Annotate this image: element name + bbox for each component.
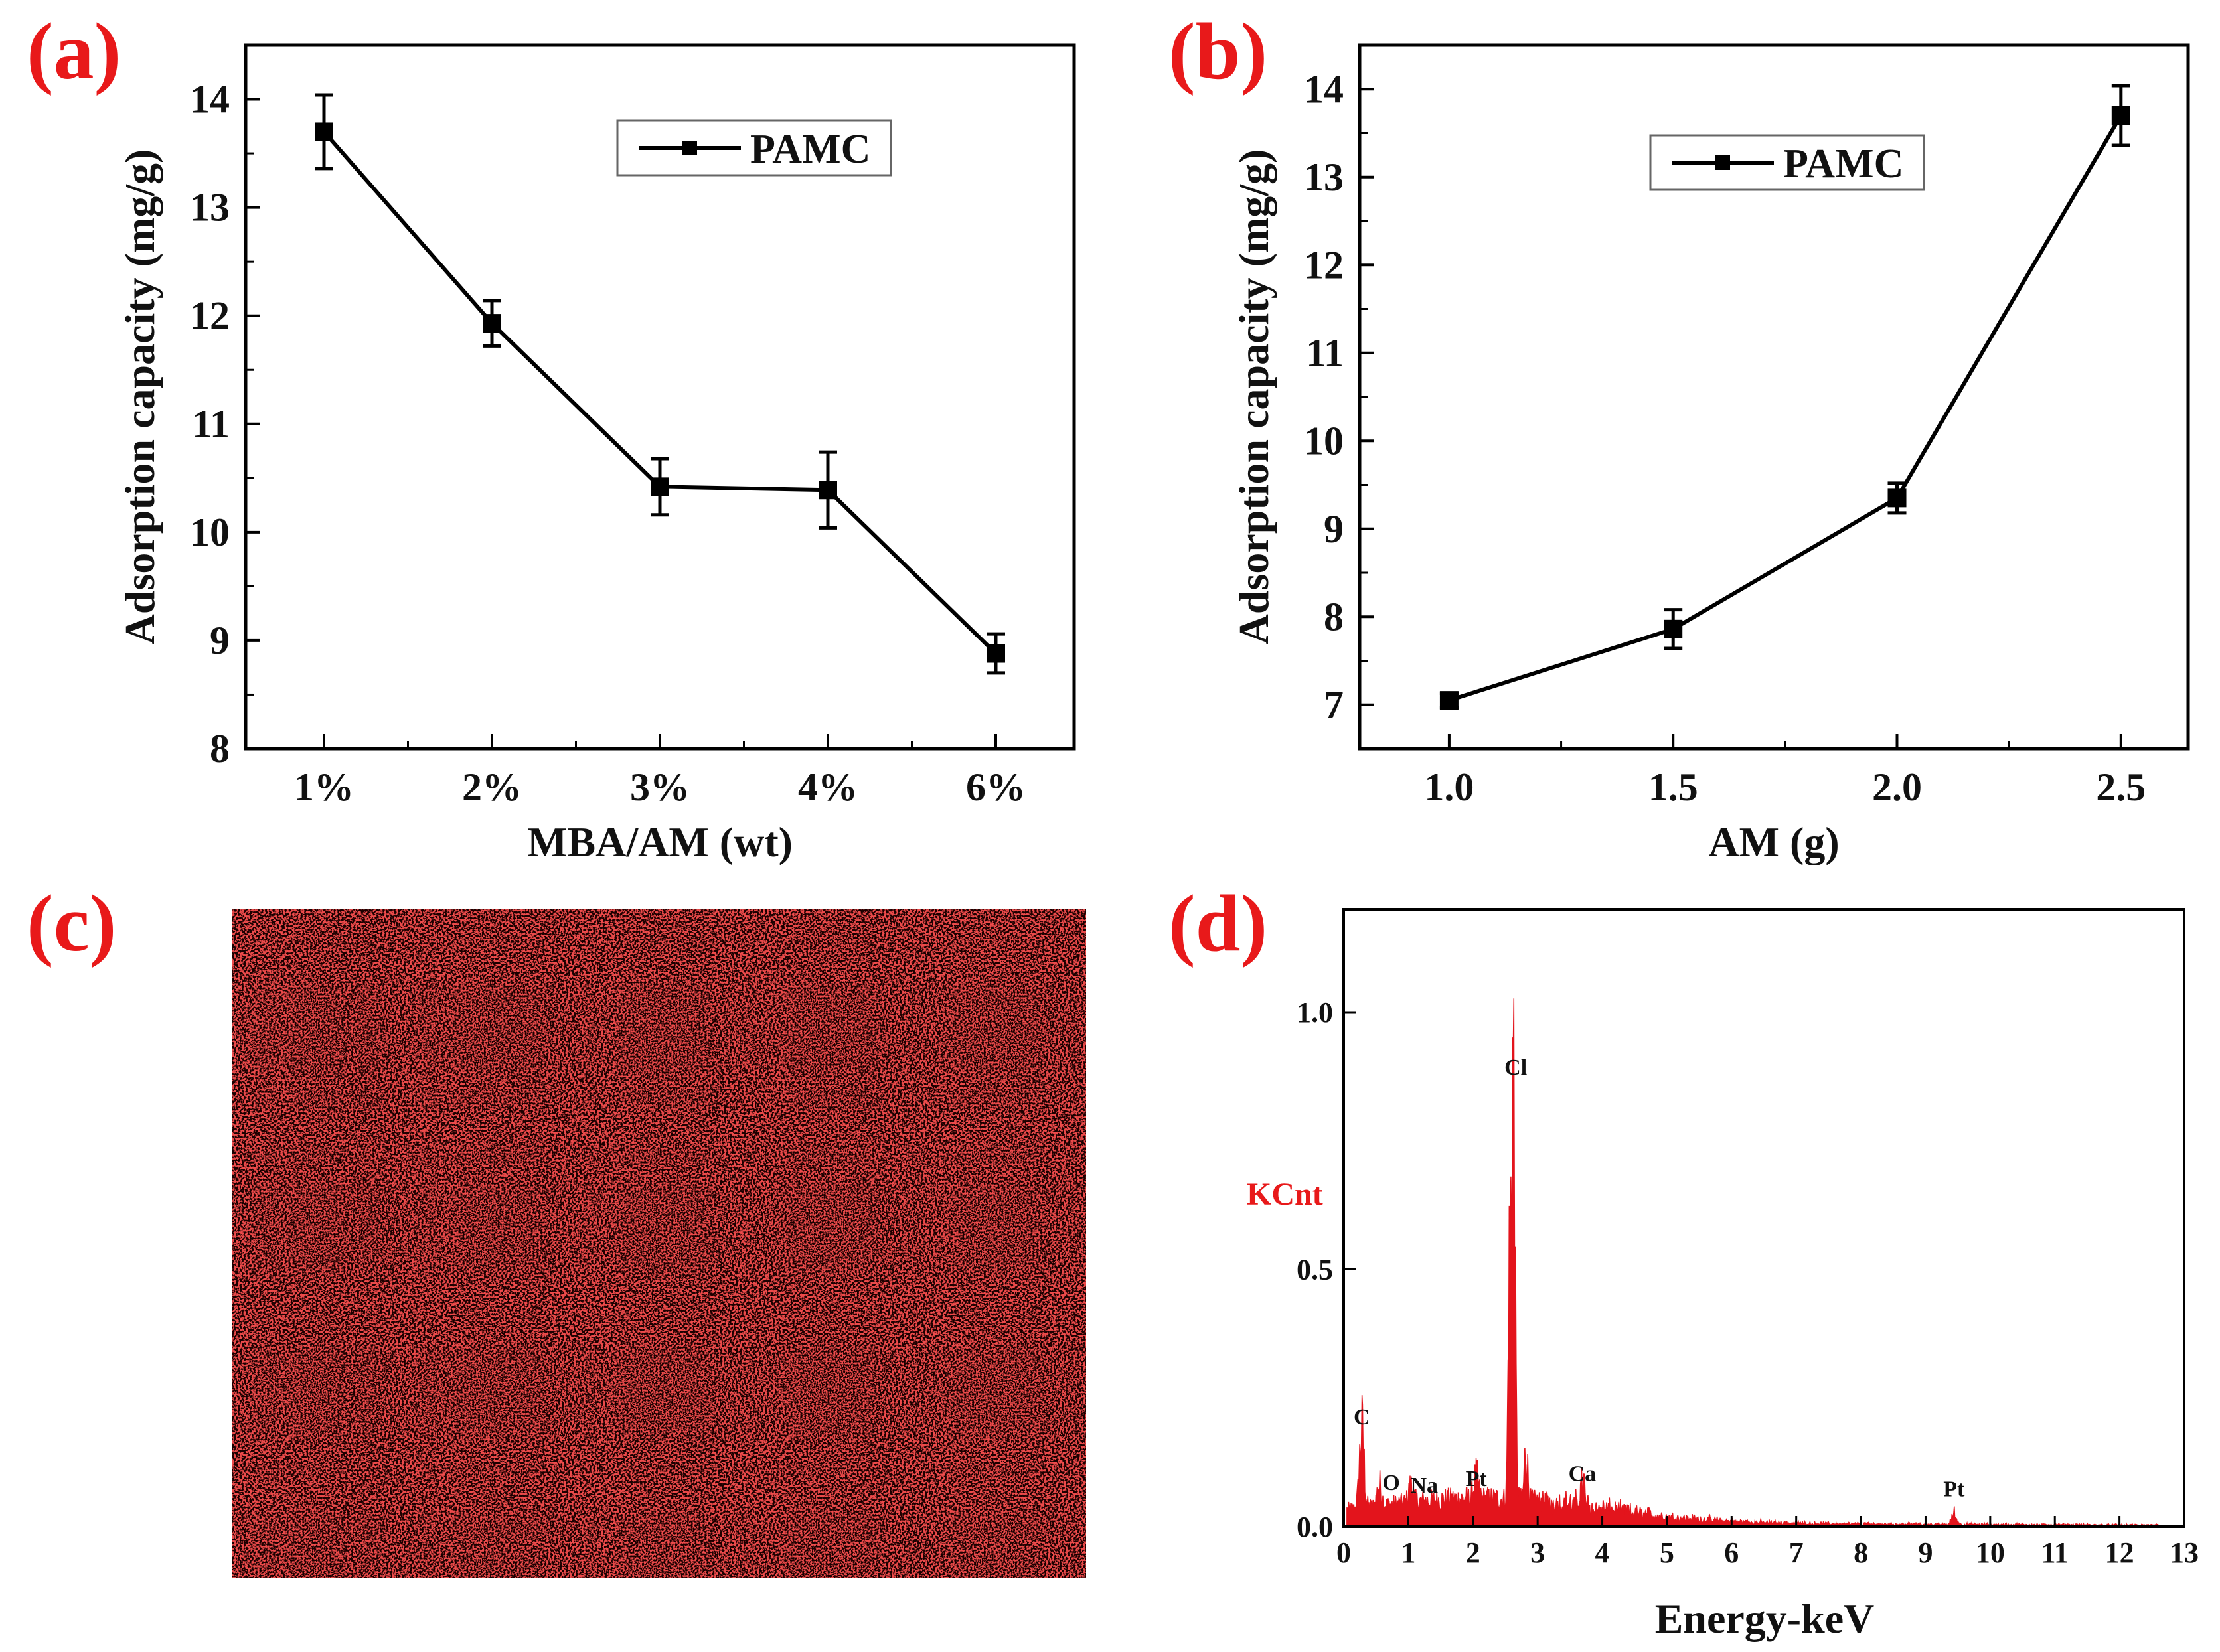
panel-a-label: (a): [27, 7, 121, 96]
d-x-tick-label: 4: [1595, 1537, 1610, 1569]
b-series-line: [1449, 114, 2123, 702]
panel-d-plot: 0.00.51.0 0 1 2 3 4 5 6 7 8 9 10 11 12 13 CO Na PtClCaP…: [1247, 908, 2199, 1642]
d-y-tick-label: 0.0: [1297, 1511, 1333, 1543]
d-peak-label: O: [1382, 1471, 1399, 1495]
a-y-tick-label: 9: [210, 619, 230, 662]
panel-d: (d) 0.00.51.0 0 1 2 3 4 5 6 7 8 9 10 11 12 13 CO Na PtC…: [1168, 879, 2199, 1642]
panel-b-y-axis-title: Adsorption capacity (mg/g): [1230, 149, 1277, 645]
a-y-tick-label: 11: [192, 402, 230, 446]
b-y-tick-label: 10: [1304, 419, 1344, 463]
panel-b-legend-label: PAMC: [1783, 141, 1903, 187]
panel-b-series: [1439, 84, 2130, 710]
d-x-tick-label: 0: [1336, 1537, 1351, 1569]
panel-b-plot: 7 8 9 10 11 12 13 14 1.0 1.5 2.0 2.5 PAMC AM (g) A…: [1230, 43, 2190, 865]
panel-b: (b) 7 8 9 10 11 12 13 14 1.0 1.5 2.0 2.5 PAMC AM (…: [1168, 7, 2190, 865]
d-peak-label: C: [1354, 1405, 1370, 1430]
a-x-tick-label: 6%: [966, 765, 1026, 809]
b-x-tick-label: 1.0: [1424, 765, 1474, 809]
a-series-line: [322, 130, 998, 655]
a-y-tick-label: 14: [190, 78, 230, 121]
panel-d-peak-labels: C O Na Pt Cl Ca Pt: [1354, 1055, 1965, 1502]
a-x-tick-label: 1%: [294, 765, 354, 809]
d-x-tick-label: 10: [1976, 1537, 2005, 1569]
b-data-point: [1887, 488, 1907, 508]
a-y-tick-label: 10: [190, 510, 230, 554]
d-x-tick-label: 12: [2105, 1537, 2134, 1569]
d-x-tick-label: 13: [2170, 1537, 2199, 1569]
b-data-point: [1664, 619, 1683, 638]
panel-d-y-axis-title: KCnt: [1247, 1177, 1323, 1212]
d-x-tick-label: 2: [1466, 1537, 1480, 1569]
b-y-tick-label: 11: [1306, 331, 1344, 375]
panel-d-x-axis-title: Energy-keV: [1655, 1595, 1875, 1642]
d-x-tick-label: 7: [1789, 1537, 1804, 1569]
panel-a-x-ticks: 1% 2% 3% 4% 6%: [294, 734, 1026, 809]
d-y-tick-label: 1.0: [1297, 996, 1333, 1029]
b-x-tick-label: 2.0: [1872, 765, 1922, 809]
panel-a: (a) 8 9 10 11 12 13 14 1% 2% 3% 4% 6% PAMC MBA/AM …: [27, 7, 1076, 865]
element-map-image: [232, 909, 1086, 1578]
panel-d-frame: [1342, 908, 2185, 1528]
a-data-point: [987, 644, 1005, 663]
panel-c-label: (c): [27, 879, 116, 968]
b-x-tick-label: 1.5: [1648, 765, 1698, 809]
b-y-tick-label: 14: [1304, 67, 1344, 111]
a-data-point: [651, 477, 669, 496]
d-x-tick-label: 5: [1660, 1537, 1674, 1569]
panel-d-spectrum: [1346, 998, 2159, 1528]
d-peak-label: Pt: [1943, 1477, 1965, 1502]
a-y-tick-label: 13: [190, 186, 230, 230]
d-peak-label: Pt: [1466, 1467, 1488, 1491]
panel-b-x-axis-title: AM (g): [1708, 818, 1839, 865]
panel-a-y-ticks: 8 9 10 11 12 13 14: [190, 78, 260, 771]
panel-d-label: (d): [1168, 879, 1267, 968]
panel-a-x-axis-title: MBA/AM (wt): [527, 818, 793, 865]
panel-d-y-ticks: 0.0 0.5 1.0: [1297, 996, 1356, 1543]
a-y-tick-label: 12: [190, 294, 230, 338]
panel-d-x-ticks: 0 1 2 3 4 5 6 7 8 9 10 11 12 13: [1336, 1516, 2199, 1569]
panel-a-legend: PAMC: [616, 119, 892, 177]
panel-a-series: [315, 93, 1005, 675]
a-x-tick-label: 4%: [798, 765, 858, 809]
a-x-tick-label: 3%: [630, 765, 690, 809]
b-y-tick-label: 9: [1324, 507, 1344, 551]
b-data-point: [1439, 691, 1459, 710]
b-data-point: [2111, 106, 2130, 125]
panel-a-y-axis-title: Adsorption capacity (mg/g): [116, 149, 163, 645]
d-y-tick-label: 0.5: [1297, 1254, 1333, 1286]
panel-b-legend: PAMC: [1649, 134, 1925, 191]
b-y-tick-label: 12: [1304, 243, 1344, 287]
d-x-tick-label: 6: [1724, 1537, 1739, 1569]
d-peak-label: Na: [1410, 1473, 1438, 1498]
a-x-tick-label: 2%: [462, 765, 522, 809]
b-x-tick-label: 2.5: [2096, 765, 2146, 809]
panel-b-legend-marker: [1715, 155, 1730, 170]
d-x-tick-label: 3: [1530, 1537, 1545, 1569]
d-x-tick-label: 9: [1918, 1537, 1933, 1569]
b-y-tick-label: 13: [1304, 155, 1344, 199]
a-y-tick-label: 8: [210, 727, 230, 771]
panel-a-legend-marker: [682, 141, 697, 155]
panel-a-legend-label: PAMC: [750, 127, 870, 172]
a-data-point: [483, 314, 501, 333]
panel-b-y-ticks: 7 8 9 10 11 12 13 14: [1304, 67, 1374, 727]
b-y-tick-label: 8: [1324, 595, 1344, 638]
a-data-point: [315, 122, 333, 141]
d-x-tick-label: 11: [2041, 1537, 2069, 1569]
panel-b-label: (b): [1168, 7, 1267, 96]
b-y-tick-label: 7: [1324, 683, 1344, 727]
a-data-point: [819, 481, 837, 500]
panel-c: (c): [27, 879, 1086, 1578]
panel-b-legend-box: [1649, 134, 1925, 191]
d-x-tick-label: 1: [1401, 1537, 1415, 1569]
d-peak-label: Cl: [1504, 1055, 1527, 1080]
panel-b-x-ticks: 1.0 1.5 2.0 2.5: [1424, 734, 2146, 809]
panel-a-plot: 8 9 10 11 12 13 14 1% 2% 3% 4% 6% PAMC MBA/AM (wt)…: [116, 43, 1076, 865]
d-x-tick-label: 8: [1854, 1537, 1868, 1569]
d-peak-label: Ca: [1569, 1462, 1597, 1486]
